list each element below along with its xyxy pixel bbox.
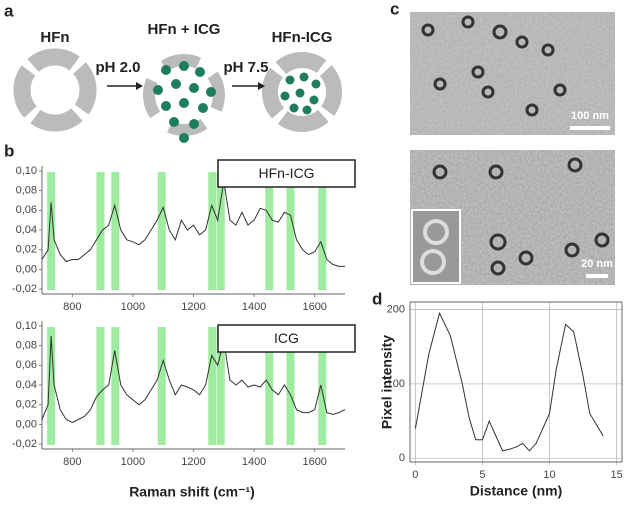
scale-bar-label: 20 nm — [581, 258, 613, 270]
micrograph — [410, 150, 615, 285]
legend-label: ICG — [274, 330, 299, 346]
panel-label: a — [4, 1, 14, 20]
highlight-band — [208, 327, 217, 445]
y-tick-label: 0,10 — [16, 320, 37, 332]
y-tick-label: 0,10 — [16, 165, 37, 177]
stage-label: HFn + ICG — [148, 21, 221, 38]
y-tick-label: -0,02 — [12, 438, 37, 450]
x-tick-label: 800 — [63, 456, 81, 468]
panel-label: c — [390, 0, 399, 18]
x-axis-label: Raman shift (cm⁻¹) — [129, 484, 255, 500]
y-tick-label: 100 — [387, 378, 405, 390]
highlight-band — [47, 327, 56, 445]
y-tick-label: 0,06 — [16, 359, 37, 371]
y-tick-label: 200 — [387, 303, 405, 315]
cage-diagram — [13, 48, 342, 143]
highlight-band — [111, 172, 120, 290]
data-line — [41, 180, 345, 267]
y-axis-label: Pixel intensity — [379, 335, 395, 429]
highlight-band — [96, 172, 105, 290]
x-tick-label: 0 — [412, 469, 418, 481]
legend-box — [217, 324, 356, 353]
y-tick-label: 0,04 — [16, 379, 37, 391]
x-tick-label: 5 — [479, 469, 485, 481]
highlight-band — [157, 172, 166, 290]
y-tick-label: 0,08 — [16, 340, 37, 352]
highlight-band — [47, 172, 56, 290]
highlight-band — [265, 172, 274, 290]
highlight-band — [216, 327, 225, 445]
y-tick-label: 0,00 — [16, 418, 37, 430]
x-tick-label: 1600 — [302, 456, 326, 468]
panel-label: d — [372, 289, 382, 308]
step-label: pH 2.0 — [95, 59, 140, 76]
data-line — [41, 335, 346, 423]
y-tick-label: 0 — [399, 452, 405, 464]
x-tick-label: 10 — [543, 469, 555, 481]
micrograph — [410, 12, 615, 135]
step-label: pH 7.5 — [223, 59, 268, 76]
y-tick-label: 0,00 — [16, 263, 37, 275]
stage-label: HFn — [40, 29, 69, 46]
data-line — [414, 311, 604, 452]
x-tick-label: 1600 — [302, 301, 326, 313]
cage — [143, 54, 225, 143]
highlight-band — [286, 172, 295, 290]
scale-bar-label: 100 nm — [571, 110, 609, 122]
highlight-band — [157, 327, 166, 445]
x-tick-label: 1400 — [242, 456, 266, 468]
x-tick-label: 1200 — [181, 301, 205, 313]
y-tick-label: 0,02 — [16, 244, 37, 256]
x-tick-label: 15 — [611, 469, 623, 481]
y-tick-label: 0,02 — [16, 399, 37, 411]
highlight-band — [318, 172, 327, 290]
x-tick-label: 1000 — [121, 456, 145, 468]
highlight-band — [111, 327, 120, 445]
y-tick-label: 0,08 — [16, 185, 37, 197]
y-tick-label: 0,04 — [16, 224, 37, 236]
y-tick-label: 0,06 — [16, 204, 37, 216]
cage — [13, 48, 97, 132]
x-tick-label: 1400 — [242, 301, 266, 313]
legend-box — [217, 159, 356, 188]
highlight-band — [318, 327, 327, 445]
cage — [262, 52, 342, 132]
stage-label: HFn-ICG — [272, 29, 333, 46]
highlight-band — [216, 172, 225, 290]
highlight-band — [208, 172, 217, 290]
y-tick-label: -0,02 — [12, 283, 37, 295]
highlight-band — [286, 327, 295, 445]
x-axis-label: Distance (nm) — [470, 483, 563, 499]
panel-label: b — [4, 141, 14, 160]
legend-label: HFn-ICG — [259, 165, 315, 181]
highlight-band — [96, 327, 105, 445]
x-tick-label: 1000 — [121, 301, 145, 313]
x-tick-label: 800 — [63, 301, 81, 313]
highlight-band — [265, 327, 274, 445]
x-tick-label: 1200 — [181, 456, 205, 468]
